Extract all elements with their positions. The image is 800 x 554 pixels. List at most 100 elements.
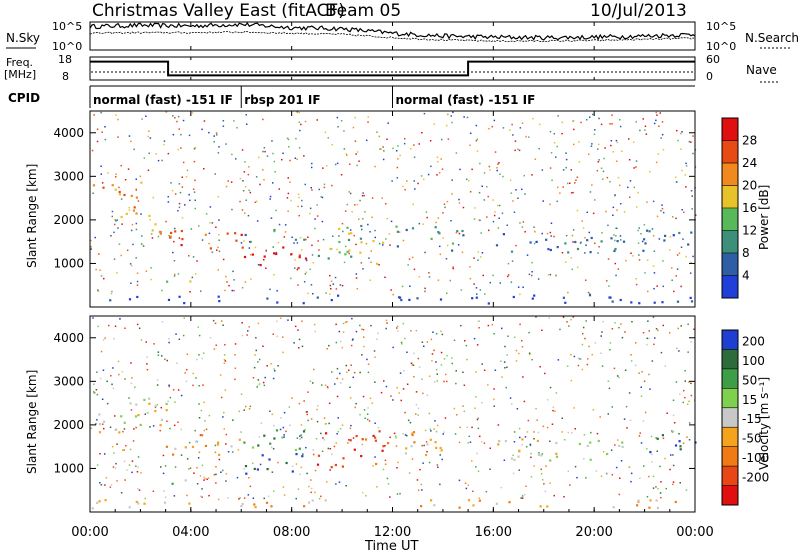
echo-point <box>239 177 242 180</box>
echo-point <box>456 414 458 416</box>
echo-point <box>295 137 297 140</box>
velocity-colorbar-label: Velocity [m s⁻¹] <box>757 377 771 470</box>
echo-point <box>379 148 381 150</box>
echo-cell <box>180 244 183 247</box>
echo-point <box>233 289 235 292</box>
echo-cell <box>102 420 106 423</box>
echo-cell <box>355 435 358 438</box>
echo-point <box>654 337 656 339</box>
echo-point <box>146 368 149 371</box>
echo-point <box>198 385 200 387</box>
echo-cell <box>172 453 175 456</box>
echo-point <box>518 469 520 471</box>
echo-point <box>600 167 603 169</box>
echo-cell <box>148 214 151 218</box>
echo-point <box>276 290 278 292</box>
echo-point <box>169 396 172 399</box>
echo-point <box>686 436 688 438</box>
echo-point <box>258 156 260 159</box>
echo-point <box>272 377 275 380</box>
echo-point <box>620 460 623 462</box>
echo-point <box>362 329 365 331</box>
echo-point <box>306 413 308 416</box>
echo-point <box>526 254 529 256</box>
echo-cell <box>410 445 413 448</box>
echo-point <box>198 403 200 405</box>
echo-cell <box>290 253 293 256</box>
echo-point <box>511 260 514 262</box>
echo-point <box>475 466 477 468</box>
echo-point <box>467 484 470 486</box>
echo-point <box>290 199 292 202</box>
echo-point <box>314 218 316 220</box>
colorbar-swatch <box>722 275 738 299</box>
echo-cell <box>303 238 306 241</box>
echo-cell <box>174 230 177 233</box>
echo-point <box>218 146 220 148</box>
echo-point <box>656 215 659 218</box>
colorbar-tick-label: 24 <box>742 156 757 170</box>
echo-cell <box>564 242 567 245</box>
echo-point <box>345 153 348 155</box>
echo-point <box>655 328 658 330</box>
echo-cell <box>178 295 181 298</box>
echo-point <box>186 169 189 172</box>
echo-point <box>651 453 653 456</box>
echo-point <box>356 151 359 153</box>
echo-cell <box>678 231 681 235</box>
echo-point <box>168 384 170 386</box>
echo-cell <box>549 248 552 252</box>
echo-point <box>312 262 314 264</box>
echo-point <box>115 176 117 178</box>
echo-point <box>483 442 486 444</box>
echo-point <box>362 395 365 398</box>
echo-point <box>610 144 612 147</box>
echo-point <box>623 211 626 213</box>
echo-point <box>493 333 495 335</box>
echo-point <box>513 431 516 433</box>
echo-point <box>504 345 506 348</box>
echo-point <box>297 205 299 208</box>
echo-cell <box>539 505 542 508</box>
echo-point <box>436 424 439 427</box>
echo-point <box>688 140 691 143</box>
echo-point <box>398 392 400 394</box>
echo-point <box>521 444 523 446</box>
echo-point <box>371 197 374 199</box>
echo-point <box>301 345 304 348</box>
echo-point <box>216 249 218 251</box>
echo-point <box>179 191 182 194</box>
echo-point <box>287 138 290 141</box>
echo-cell <box>533 294 536 297</box>
echo-point <box>203 120 206 122</box>
echo-cell <box>437 231 440 234</box>
echo-point <box>410 330 412 332</box>
echo-point <box>533 431 535 433</box>
echo-point <box>383 150 385 152</box>
echo-cell <box>133 206 136 209</box>
echo-point <box>309 268 311 271</box>
echo-point <box>570 379 573 382</box>
echo-point <box>389 436 391 439</box>
echo-point <box>546 399 549 401</box>
echo-point <box>531 358 533 361</box>
echo-point <box>403 370 405 372</box>
echo-point <box>370 250 372 252</box>
echo-point <box>469 441 472 443</box>
echo-point <box>428 412 431 415</box>
echo-point <box>412 203 414 206</box>
echo-point <box>549 203 551 206</box>
echo-point <box>655 437 657 439</box>
colorbar-tick-label: 20 <box>742 179 757 193</box>
echo-cell <box>656 506 659 510</box>
echo-point <box>335 323 337 326</box>
echo-point <box>396 387 398 389</box>
echo-point <box>396 166 399 169</box>
echo-cell <box>619 298 622 302</box>
echo-point <box>174 401 176 403</box>
echo-point <box>272 333 274 335</box>
echo-cell <box>372 434 375 437</box>
power-colorbar-label: Power [dB] <box>757 185 771 250</box>
echo-point <box>637 242 640 244</box>
echo-point <box>567 431 570 434</box>
